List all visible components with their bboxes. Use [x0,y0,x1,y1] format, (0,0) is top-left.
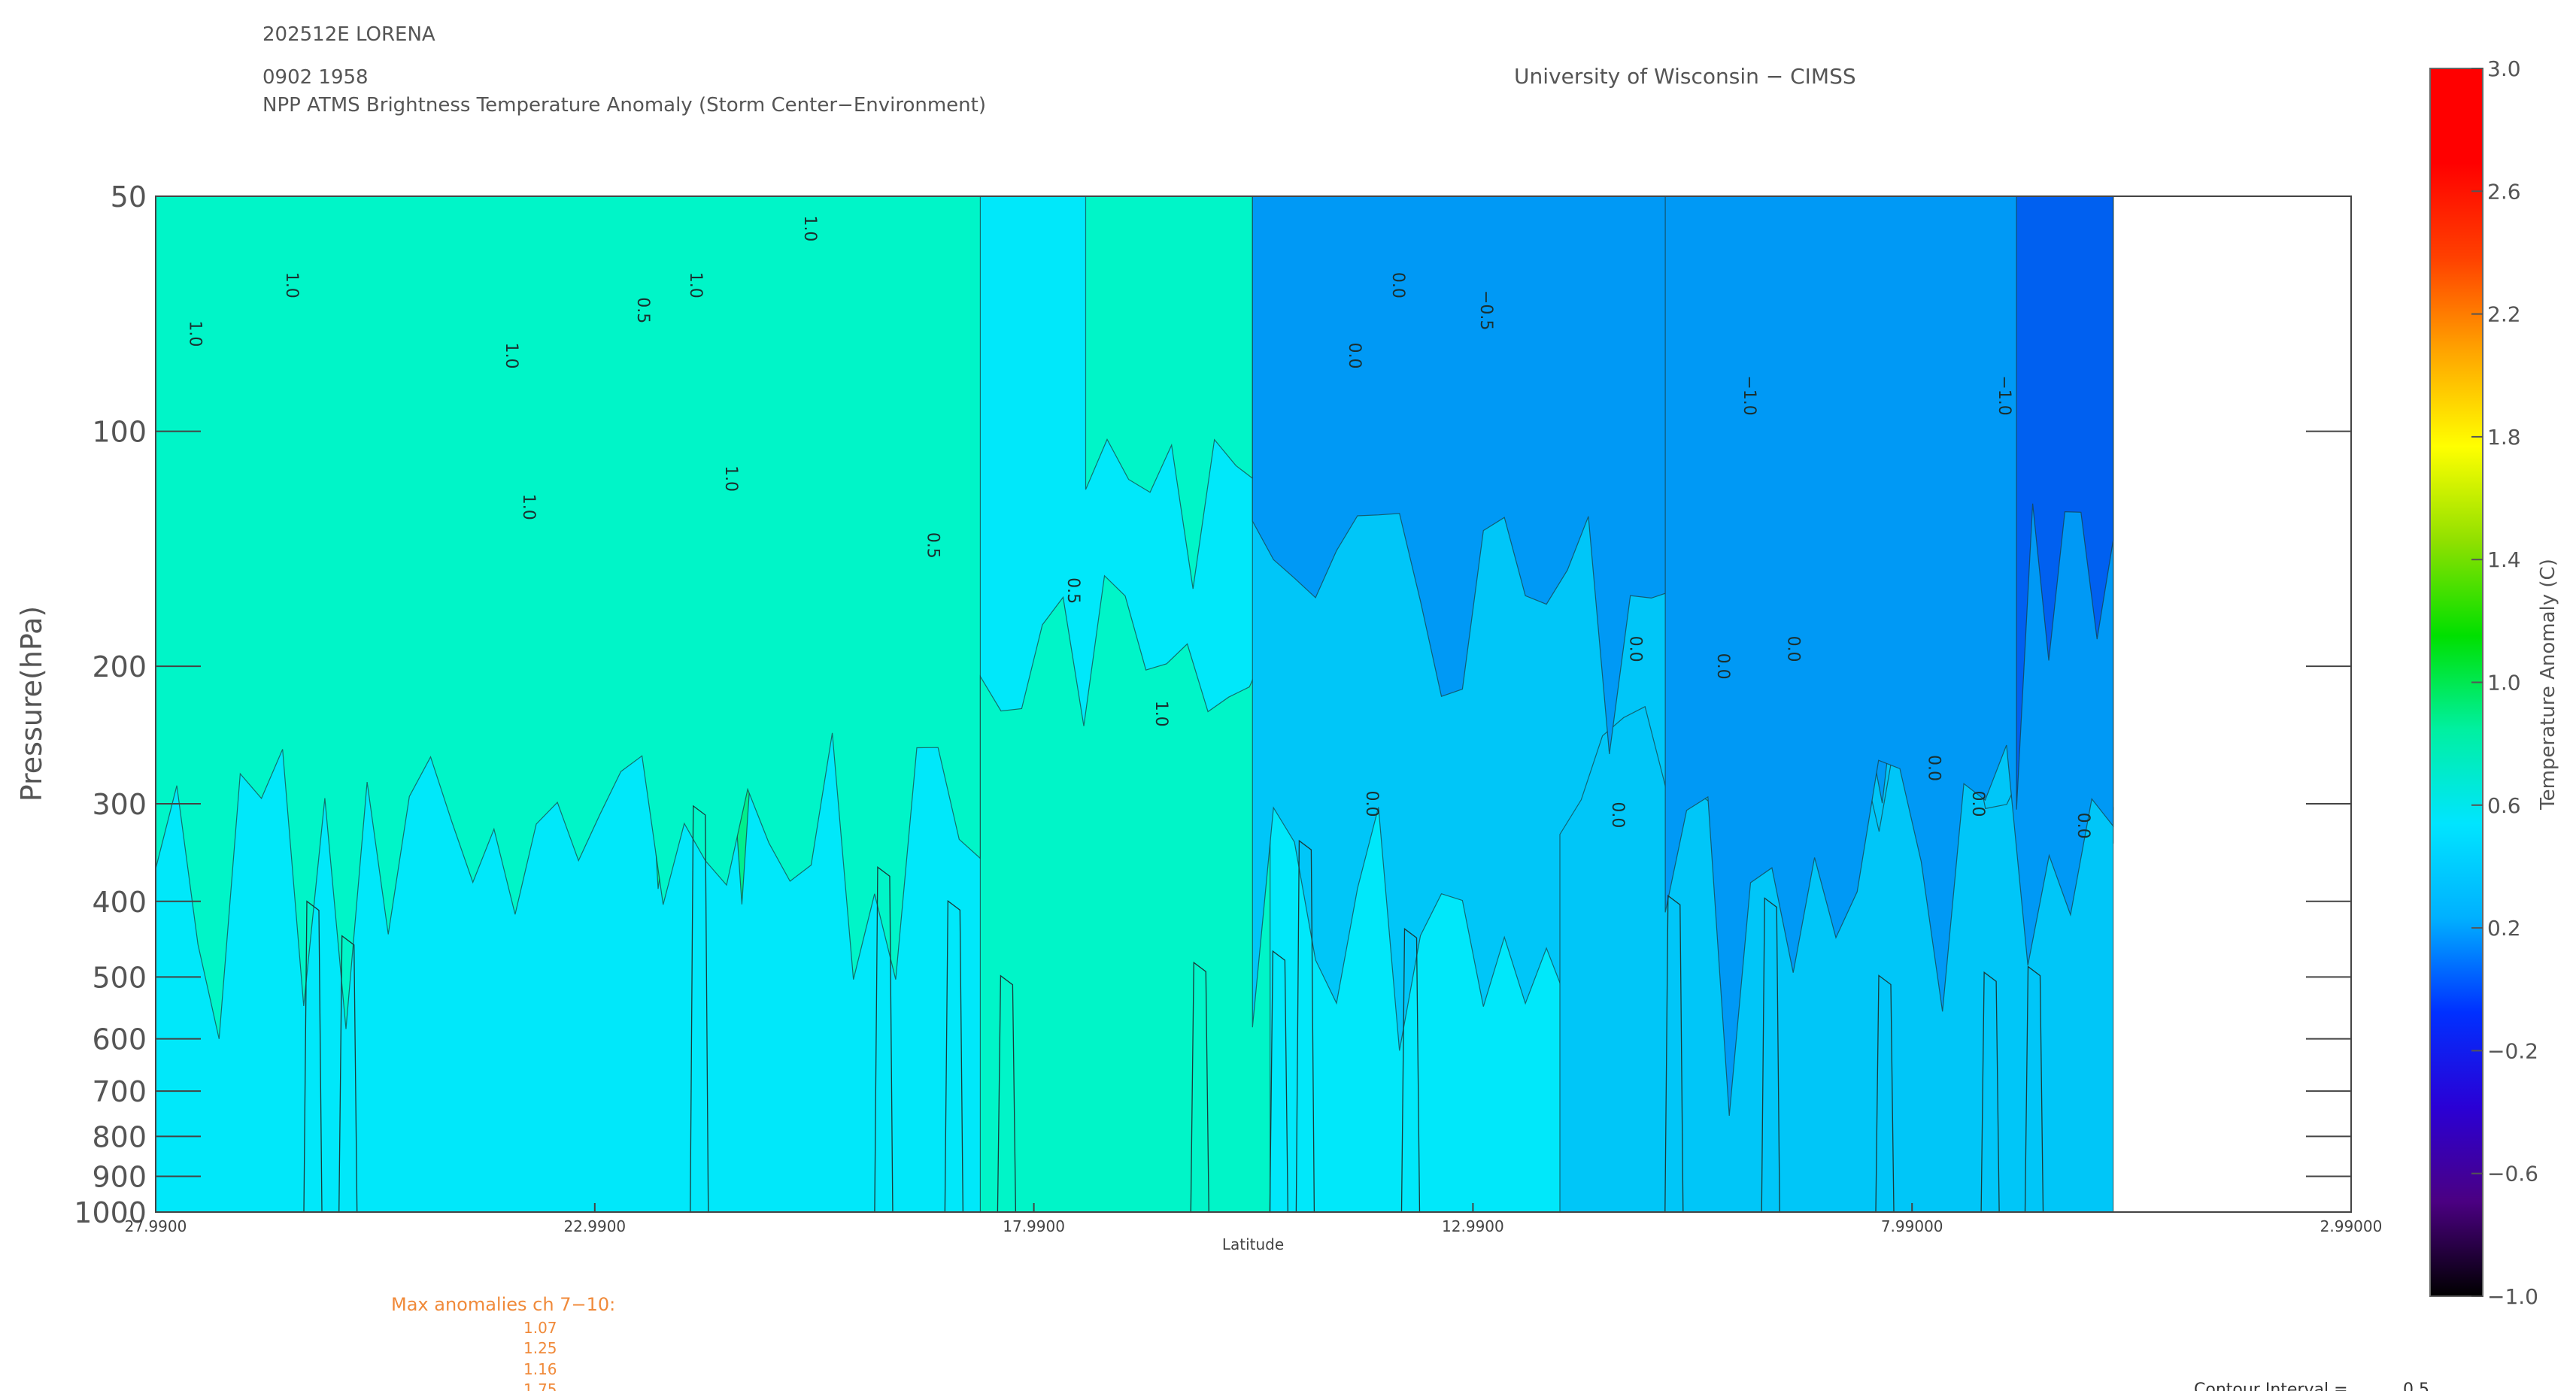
contour-line [1980,971,2000,1213]
contour-line [1190,961,1209,1213]
max-anomaly-value: 1.16 [523,1360,557,1378]
colorbar-tick-label: 1.0 [2487,671,2521,696]
y-tick-label: 500 [92,961,147,994]
product-title: NPP ATMS Brightness Temperature Anomaly … [262,94,986,117]
contour-line [2024,965,2044,1213]
contour-label: 0.0 [1784,636,1803,662]
colorbar-label: Temperature Anomaly (C) [2537,559,2559,811]
contour-label: 0.0 [1608,802,1627,828]
y-tick-label: 50 [111,180,147,214]
contour-line [997,974,1017,1213]
contour-interval-value: 0.5 [2403,1380,2429,1391]
contour-line [303,900,323,1213]
colorbar-tick-label: 0.6 [2487,793,2521,818]
contour-label: 0.0 [1924,755,1943,781]
colorbar-tick-label: 2.2 [2487,302,2521,327]
contour-label: 1.0 [800,215,819,241]
contour-line [1269,950,1289,1213]
plot-area: 1.0 1.0 1.0 0.5 1.0 1.0 1.0 1.0 0.5 0.5 1.0 0.0 0.0 −… [74,180,2382,1235]
colorbar-tick-label: 1.8 [2487,425,2521,450]
plot-frame [155,195,2352,1213]
y-tick-label: 600 [92,1023,147,1056]
contour-line [874,866,894,1213]
contour-label: 0.5 [633,297,652,323]
x-tick-label: 22.9900 [563,1217,626,1235]
y-tick-label: 200 [92,650,147,683]
contour-label: 1.0 [1151,701,1170,727]
contour-interval-label: Contour Interval = [2194,1380,2348,1391]
y-tick-label: 300 [92,788,147,821]
contour-label: 1.0 [186,320,205,347]
contour-line [1875,974,1895,1213]
contour-line [1761,897,1780,1213]
contour-label: 0.5 [1063,577,1082,604]
contour-line [944,900,963,1213]
contour-label: −1.0 [1995,375,2013,415]
contour-lines [303,805,2044,1213]
contour-label: 1.0 [686,272,705,299]
contour-label: 1.0 [282,272,301,299]
y-tick-label: 100 [92,416,147,449]
contour-labels: 1.0 1.0 1.0 0.5 1.0 1.0 1.0 1.0 0.5 0.5 1.0 0.0 0.0 −… [186,215,2092,838]
x-tick-label: 17.9900 [1003,1217,1065,1235]
x-axis-label: Latitude [1222,1235,1284,1253]
x-tick-label: 27.9900 [125,1217,187,1235]
y-tick-label: 1000 [74,1196,147,1229]
max-anomaly-value: 1.07 [523,1319,557,1337]
contour-label: 0.0 [1968,790,1987,817]
contour-label: 1.0 [519,494,538,520]
time-code: 0902 1958 [262,66,369,89]
contour-label: 0.0 [1625,636,1644,662]
colorbar-ticks: 3.0 2.6 2.2 1.8 1.4 1.0 0.6 0.2 −0.2 −0.6 −1.0 [2471,56,2538,1309]
contour-label: 0.0 [1362,791,1381,817]
colorbar-tick-label: −1.0 [2487,1284,2538,1309]
anomaly-bands [155,195,2114,1213]
colorbar-tick-label: 1.4 [2487,547,2521,572]
colorbar-tick-label: 2.6 [2487,179,2521,204]
institution-label: University of Wisconsin − CIMSS [1514,64,1856,89]
max-anomaly-value: 1.25 [523,1339,557,1357]
contour-label: 1.0 [502,342,520,368]
contour-line [1295,839,1315,1213]
x-tick-label: 7.99000 [1881,1217,1943,1235]
contour-line [1400,928,1421,1213]
contour-label: 0.0 [1345,342,1364,368]
colorbar: 3.0 2.6 2.2 1.8 1.4 1.0 0.6 0.2 −0.2 −0.6 −1.0 Tem… [2429,56,2559,1309]
y-axis-label: Pressure(hPa) [15,606,48,802]
x-tick-label: 2.99000 [2320,1217,2383,1235]
colorbar-tick-label: −0.2 [2487,1038,2538,1063]
max-anomalies-annotation: Max anomalies ch 7−10: 1.07 1.25 1.16 1.… [391,1294,615,1391]
x-axis-ticks: 27.9900 22.9900 17.9900 12.9900 7.99000 2.990… [125,1203,2383,1235]
max-anomaly-value: 1.75 [523,1380,557,1391]
contour-label: 0.5 [923,532,942,559]
storm-id: 202512E LORENA [262,23,435,46]
colorbar-tick-label: 0.2 [2487,916,2521,941]
colorbar-tick-label: 3.0 [2487,56,2521,81]
x-tick-label: 12.9900 [1442,1217,1504,1235]
colorbar-tick-label: −0.6 [2487,1162,2538,1186]
y-tick-label: 700 [92,1075,147,1108]
contour-label: 0.0 [1713,653,1732,680]
y-tick-label: 400 [92,886,147,919]
contour-label: −0.5 [1476,290,1495,330]
y-tick-label: 900 [92,1160,147,1193]
contour-line [338,935,358,1213]
y-tick-label: 800 [92,1120,147,1153]
contour-line [690,805,709,1213]
max-anomalies-title: Max anomalies ch 7−10: [391,1294,615,1315]
contour-label: 1.0 [721,465,740,492]
contour-label: 0.0 [2074,813,2092,839]
contour-label: −1.0 [1740,375,1758,415]
contour-line [1664,895,1684,1213]
contour-label: 0.0 [1388,272,1407,299]
